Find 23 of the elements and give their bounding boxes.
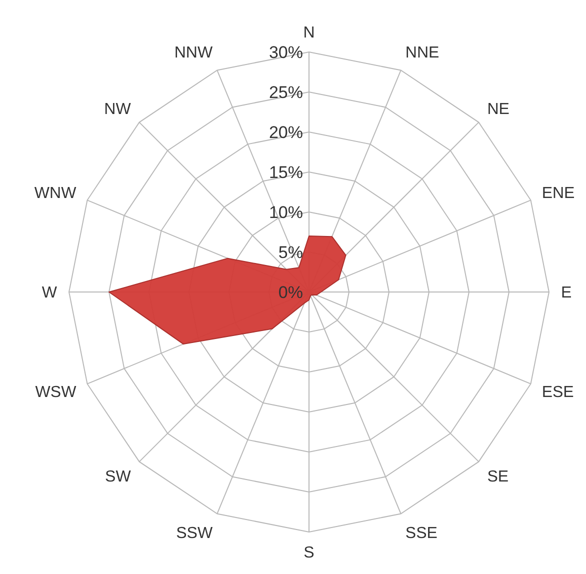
y-tick-label: 0%	[278, 282, 303, 302]
spoke-label: NNW	[174, 44, 214, 62]
spoke-label: S	[304, 544, 314, 562]
spoke-label: ENE	[542, 185, 575, 202]
spoke-label: NW	[104, 100, 132, 118]
spoke-label: SW	[105, 468, 132, 486]
spoke-label: ESE	[542, 384, 574, 402]
spoke-label: NNE	[405, 44, 440, 62]
spoke-label: SSE	[405, 524, 438, 542]
y-tick-label: 10%	[268, 202, 303, 222]
spoke-label: WNW	[34, 185, 78, 202]
spoke-label: SSW	[176, 524, 214, 542]
spoke-label: WSW	[35, 384, 78, 402]
spoke-label: N	[303, 24, 315, 42]
y-tick-label: 30%	[268, 42, 303, 62]
spoke-label: W	[42, 284, 58, 302]
y-tick-label: 25%	[268, 82, 303, 102]
spoke-label: E	[561, 284, 572, 302]
y-tick-label: 20%	[268, 122, 303, 142]
spoke-label: NE	[487, 100, 510, 118]
y-tick-label: 15%	[268, 162, 303, 182]
y-tick-label: 5%	[278, 242, 303, 262]
spoke-label: SE	[487, 468, 509, 486]
